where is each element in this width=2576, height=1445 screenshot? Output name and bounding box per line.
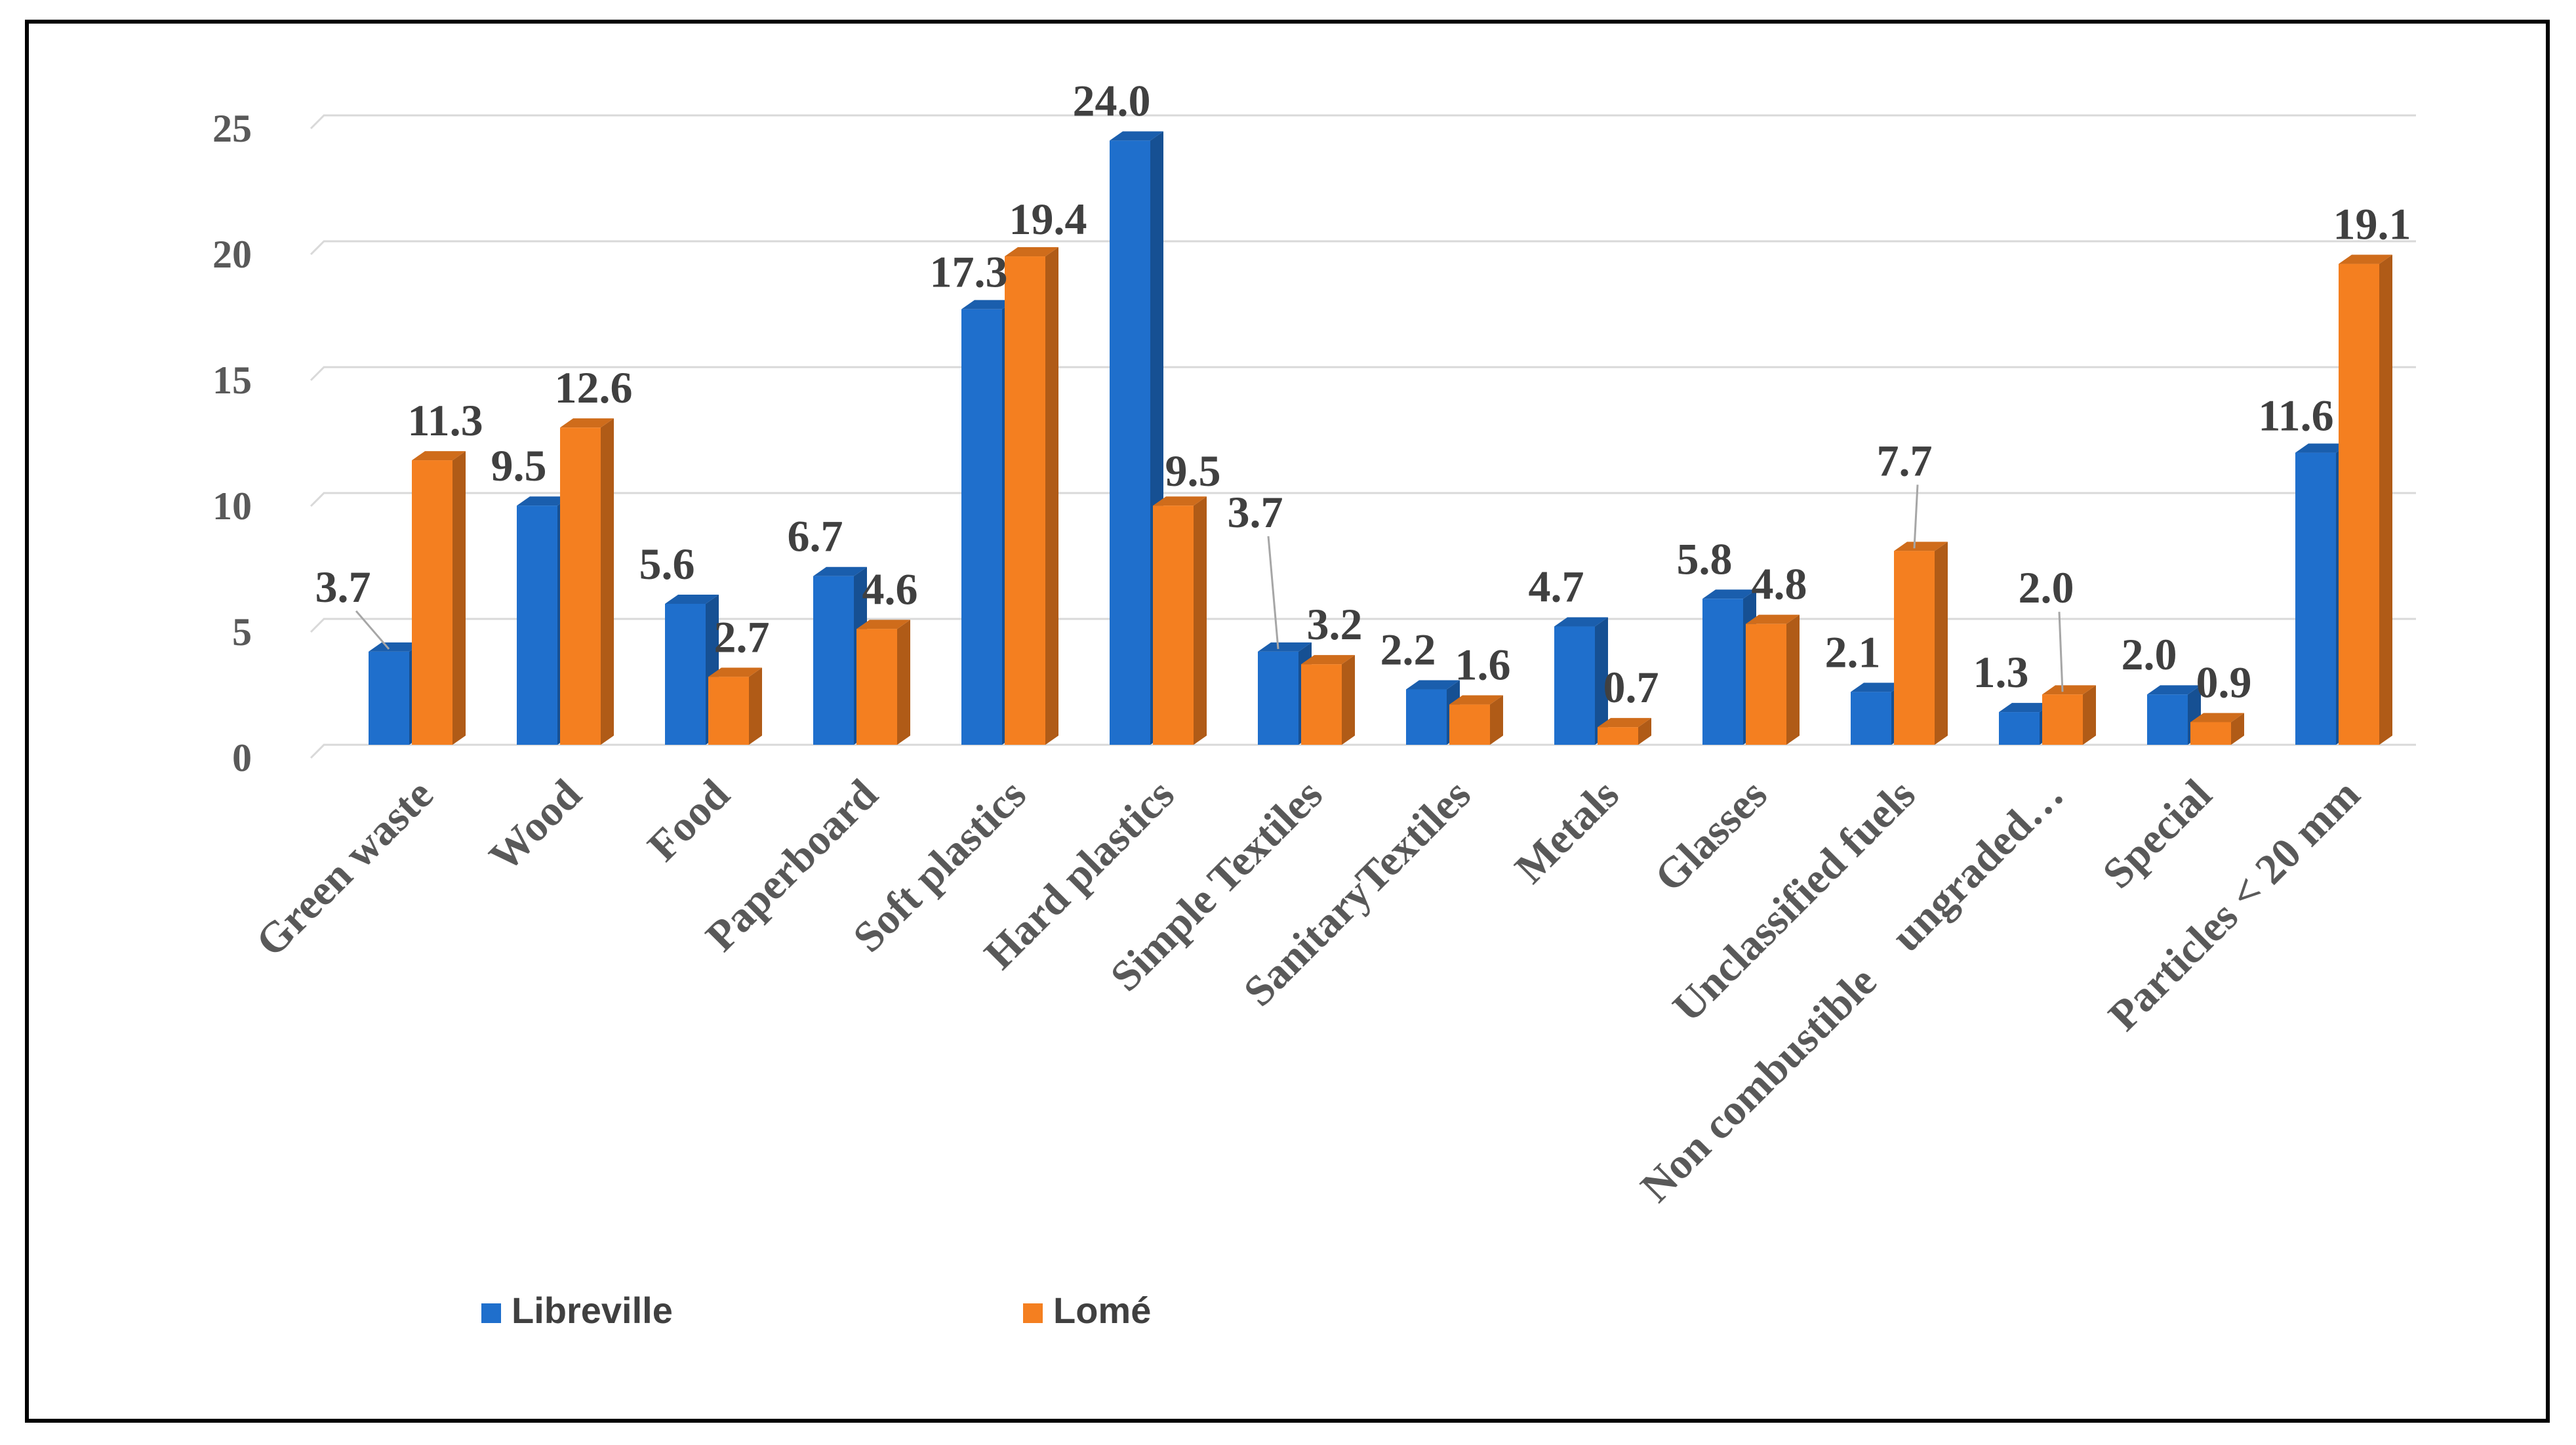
data-label-lom-11: 2.0	[2019, 563, 2074, 612]
data-label-libreville-7: 2.2	[1380, 625, 1436, 675]
data-label-lom-6: 3.2	[1307, 599, 1363, 649]
y-tick-label-1: 5	[232, 610, 252, 654]
bar-lom-1	[560, 418, 614, 745]
y-tick-label-5: 25	[212, 107, 252, 150]
data-labels: 3.711.39.512.65.62.76.74.617.319.424.09.…	[315, 75, 2411, 712]
data-label-lom-5: 9.5	[1165, 446, 1221, 496]
data-label-libreville-11: 1.3	[1973, 647, 2029, 697]
bar-libreville-2	[665, 594, 719, 745]
data-label-lom-12: 0.9	[2196, 657, 2252, 707]
data-label-lom-13: 19.1	[2333, 199, 2411, 249]
category-label-2: Food	[639, 770, 739, 871]
legend-swatch-lome	[1023, 1303, 1043, 1323]
data-label-lom-9: 4.8	[1752, 559, 1807, 609]
legend: Libreville Lomé	[481, 1290, 1151, 1331]
y-axis-ticks: 0 5 10 15 20 25	[212, 107, 252, 780]
data-label-libreville-12: 2.0	[2122, 629, 2177, 679]
data-label-libreville-9: 5.8	[1677, 534, 1733, 584]
leader-line-10-1	[1913, 485, 1919, 549]
data-label-libreville-6: 3.7	[1228, 487, 1283, 537]
bar-lom-3	[856, 620, 910, 745]
leader-line-0-0	[355, 610, 390, 650]
bar-lom-10	[1894, 542, 1948, 745]
gridline-2	[310, 492, 2416, 507]
category-label-12: Special	[2093, 770, 2221, 898]
bar-lom-7	[1449, 695, 1503, 745]
gridlines	[310, 114, 2416, 759]
data-label-libreville-0: 3.7	[315, 562, 371, 612]
data-label-libreville-1: 9.5	[491, 441, 547, 490]
data-label-lom-1: 12.6	[555, 363, 633, 412]
y-tick-label-4: 20	[212, 233, 252, 276]
bar-lom-12	[2190, 713, 2244, 745]
gridline-3	[310, 366, 2416, 382]
bar-lom-8	[1598, 718, 1651, 745]
category-label-9: Glasses	[1645, 770, 1776, 901]
data-label-lom-7: 1.6	[1455, 640, 1511, 690]
data-label-libreville-2: 5.6	[639, 539, 695, 589]
bar-lom-13	[2339, 254, 2392, 745]
bar-lom-0	[412, 451, 466, 745]
legend-swatch-libreville	[481, 1303, 501, 1323]
data-label-lom-8: 0.7	[1603, 662, 1659, 712]
bar-lom-5	[1153, 496, 1207, 745]
data-label-libreville-13: 11.6	[2258, 391, 2333, 441]
gridline-1	[310, 618, 2416, 633]
data-label-libreville-3: 6.7	[788, 511, 843, 561]
bar-lom-6	[1301, 655, 1355, 745]
data-label-lom-2: 2.7	[714, 612, 770, 662]
leader-line-11-1	[2058, 612, 2064, 692]
bar-libreville-8	[1554, 617, 1608, 745]
category-label-0: Green waste	[247, 770, 442, 966]
data-label-libreville-5: 24.0	[1073, 75, 1151, 125]
gridline-5	[310, 114, 2416, 130]
data-label-lom-3: 4.6	[862, 564, 918, 614]
category-label-13: Particles < 20 mm	[2099, 770, 2369, 1040]
figure-frame: 0 5 10 15 20 25 3.7 11.3 9.5 12.6 5.6 2.7 6.7 4.6 17.…	[25, 20, 2550, 1423]
data-label-lom-0: 11.3	[407, 395, 483, 445]
bar-lom-11	[2042, 685, 2096, 745]
gridline-0	[310, 743, 2416, 759]
legend-label-lome: Lomé	[1053, 1290, 1151, 1331]
data-label-lom-10: 7.7	[1877, 435, 1933, 485]
bar-lom-4	[1005, 247, 1058, 745]
leader-line-6-0	[1267, 536, 1279, 650]
gridline-4	[310, 240, 2416, 256]
y-tick-label-3: 15	[212, 359, 252, 402]
data-label-libreville-4: 17.3	[930, 247, 1008, 297]
legend-label-libreville: Libreville	[512, 1290, 673, 1331]
data-label-libreville-8: 4.7	[1529, 562, 1584, 612]
y-tick-label-2: 10	[212, 485, 252, 528]
label-leader-lines	[355, 485, 2064, 692]
category-label-8: Metals	[1506, 770, 1628, 892]
data-label-lom-4: 19.4	[1009, 194, 1087, 244]
bar-lom-2	[708, 667, 762, 745]
bar-lom-9	[1746, 614, 1800, 745]
data-label-libreville-10: 2.1	[1825, 627, 1881, 677]
y-tick-label-0: 0	[232, 736, 252, 780]
category-label-1: Wood	[480, 770, 590, 881]
bars	[369, 131, 2392, 745]
